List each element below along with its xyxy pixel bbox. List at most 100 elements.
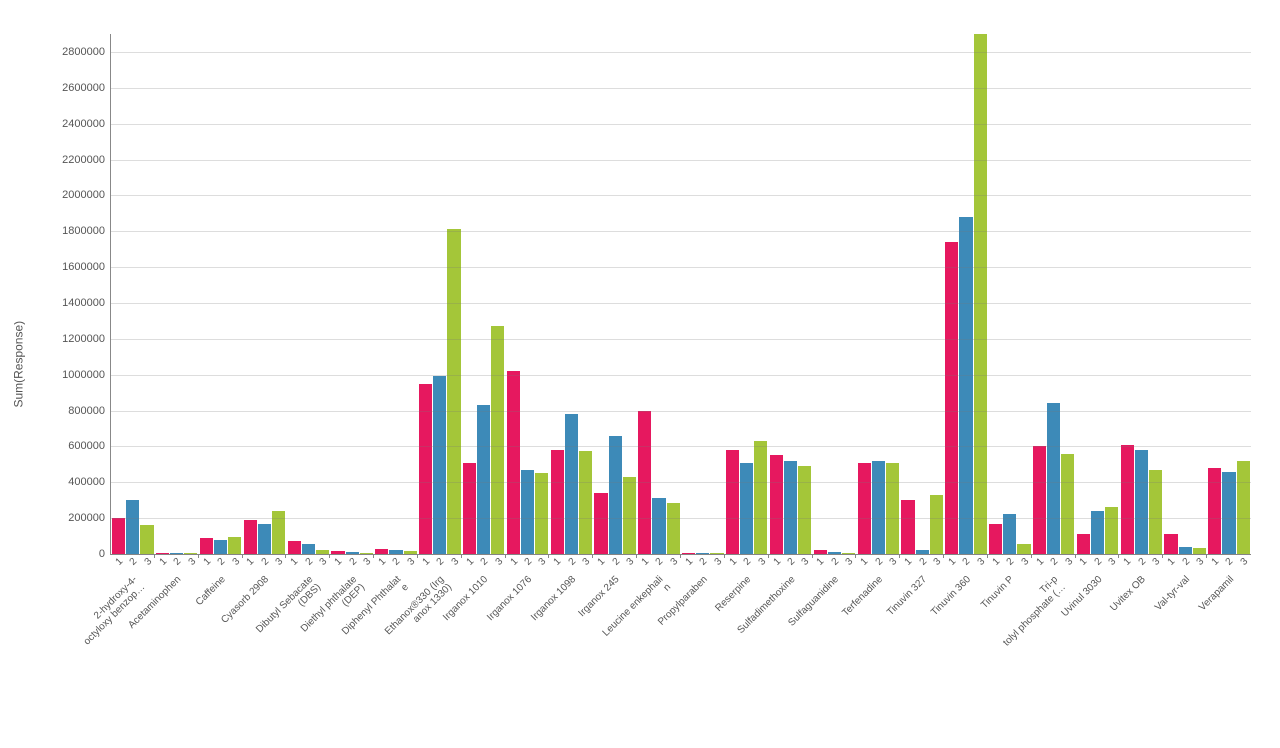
x-sub-tick: 2 bbox=[654, 556, 666, 568]
bar-group bbox=[769, 34, 813, 554]
x-axis-labels: 1232-hydroxy-4- octyloxy benzop…123Aceta… bbox=[110, 556, 1250, 736]
x-sub-tick: 1 bbox=[1034, 556, 1046, 568]
bar bbox=[214, 540, 227, 554]
y-tick-label: 1400000 bbox=[62, 297, 111, 309]
bar bbox=[258, 524, 271, 554]
bar bbox=[463, 463, 476, 554]
x-sub-tick: 2 bbox=[610, 556, 622, 568]
y-tick-label: 1000000 bbox=[62, 369, 111, 381]
x-sub-tick: 3 bbox=[844, 556, 856, 568]
x-sub-tick: 2 bbox=[786, 556, 798, 568]
bar bbox=[433, 376, 446, 554]
y-tick-label: 1800000 bbox=[62, 225, 111, 237]
bar-group bbox=[1207, 34, 1251, 554]
bar bbox=[1017, 544, 1030, 554]
x-sub-tick: 1 bbox=[771, 556, 783, 568]
bar-group bbox=[462, 34, 506, 554]
bar bbox=[1061, 454, 1074, 554]
x-sub-tick: 1 bbox=[1078, 556, 1090, 568]
x-sub-tick: 3 bbox=[1151, 556, 1163, 568]
x-sub-tick: 2 bbox=[742, 556, 754, 568]
bar bbox=[609, 436, 622, 554]
x-sub-tick: 2 bbox=[523, 556, 535, 568]
bar-group bbox=[856, 34, 900, 554]
gridline bbox=[111, 195, 1251, 196]
bar bbox=[200, 538, 213, 554]
bar-group bbox=[111, 34, 155, 554]
bar-group bbox=[330, 34, 374, 554]
x-label-cell: 123Ethanox®330 (Irg anox 1330) bbox=[417, 556, 461, 736]
bar bbox=[740, 463, 753, 554]
x-sub-tick: 2 bbox=[1224, 556, 1236, 568]
x-label-cell: 123Tri-p tolyl phosphate (… bbox=[1031, 556, 1075, 736]
bar-group bbox=[374, 34, 418, 554]
bar bbox=[667, 503, 680, 554]
x-sub-tick: 1 bbox=[289, 556, 301, 568]
bar bbox=[1047, 403, 1060, 554]
x-sub-tick: 3 bbox=[712, 556, 724, 568]
x-sub-tick: 2 bbox=[128, 556, 140, 568]
x-sub-tick: 3 bbox=[186, 556, 198, 568]
x-sub-tick: 3 bbox=[932, 556, 944, 568]
bar-group bbox=[549, 34, 593, 554]
bar-group bbox=[1032, 34, 1076, 554]
x-sub-tick: 3 bbox=[800, 556, 812, 568]
bar bbox=[784, 461, 797, 554]
bar bbox=[447, 229, 460, 554]
bar bbox=[1164, 534, 1177, 554]
gridline bbox=[111, 518, 1251, 519]
x-sub-tick: 1 bbox=[859, 556, 871, 568]
x-sub-tick: 2 bbox=[961, 556, 973, 568]
bar-group bbox=[243, 34, 287, 554]
x-sub-tick: 2 bbox=[829, 556, 841, 568]
bar bbox=[491, 326, 504, 554]
bar bbox=[652, 498, 665, 554]
x-label-cell: 123Val-tyr-val bbox=[1162, 556, 1206, 736]
y-tick-label: 2600000 bbox=[62, 82, 111, 94]
x-sub-tick: 2 bbox=[698, 556, 710, 568]
x-sub-tick: 1 bbox=[377, 556, 389, 568]
chart-container: Sum(Response) 02000004000006000008000001… bbox=[10, 4, 1270, 744]
gridline bbox=[111, 267, 1251, 268]
x-sub-tick: 2 bbox=[435, 556, 447, 568]
bar bbox=[288, 541, 301, 554]
gridline bbox=[111, 446, 1251, 447]
x-sub-tick: 3 bbox=[406, 556, 418, 568]
x-sub-tick: 1 bbox=[1210, 556, 1222, 568]
x-sub-tick: 1 bbox=[201, 556, 213, 568]
x-sub-tick: 3 bbox=[1195, 556, 1207, 568]
x-sub-tick: 3 bbox=[625, 556, 637, 568]
bar-group bbox=[1163, 34, 1207, 554]
bar bbox=[1208, 468, 1221, 554]
x-sub-tick: 2 bbox=[172, 556, 184, 568]
bar bbox=[565, 414, 578, 554]
x-category-label: Caffeine bbox=[193, 574, 227, 608]
x-label-cell: 123Diethyl phthalate (DEP) bbox=[329, 556, 373, 736]
bar-group bbox=[506, 34, 550, 554]
x-label-cell: 123Caffeine bbox=[198, 556, 242, 736]
bars-area bbox=[111, 34, 1251, 554]
gridline bbox=[111, 124, 1251, 125]
x-label-cell: 123Tinuvin 327 bbox=[899, 556, 943, 736]
bar bbox=[477, 405, 490, 554]
x-label-cell: 123Irganox 1010 bbox=[461, 556, 505, 736]
bar bbox=[974, 34, 987, 554]
x-sub-tick: 1 bbox=[420, 556, 432, 568]
x-sub-tick: 2 bbox=[1005, 556, 1017, 568]
x-sub-tick: 2 bbox=[303, 556, 315, 568]
x-sub-tick: 1 bbox=[1166, 556, 1178, 568]
bar bbox=[535, 473, 548, 554]
x-sub-tick: 1 bbox=[464, 556, 476, 568]
bar bbox=[770, 455, 783, 554]
bar-group bbox=[725, 34, 769, 554]
x-sub-tick: 1 bbox=[947, 556, 959, 568]
y-tick-label: 600000 bbox=[68, 440, 111, 452]
x-sub-tick: 2 bbox=[1136, 556, 1148, 568]
x-sub-tick: 3 bbox=[1063, 556, 1075, 568]
x-label-cell: 123Reserpine bbox=[724, 556, 768, 736]
y-tick-label: 1600000 bbox=[62, 261, 111, 273]
x-sub-tick: 2 bbox=[917, 556, 929, 568]
bar bbox=[112, 518, 125, 554]
x-label-cell: 123Irganox 245 bbox=[592, 556, 636, 736]
x-label-cell: 123Sulfaguanidine bbox=[812, 556, 856, 736]
